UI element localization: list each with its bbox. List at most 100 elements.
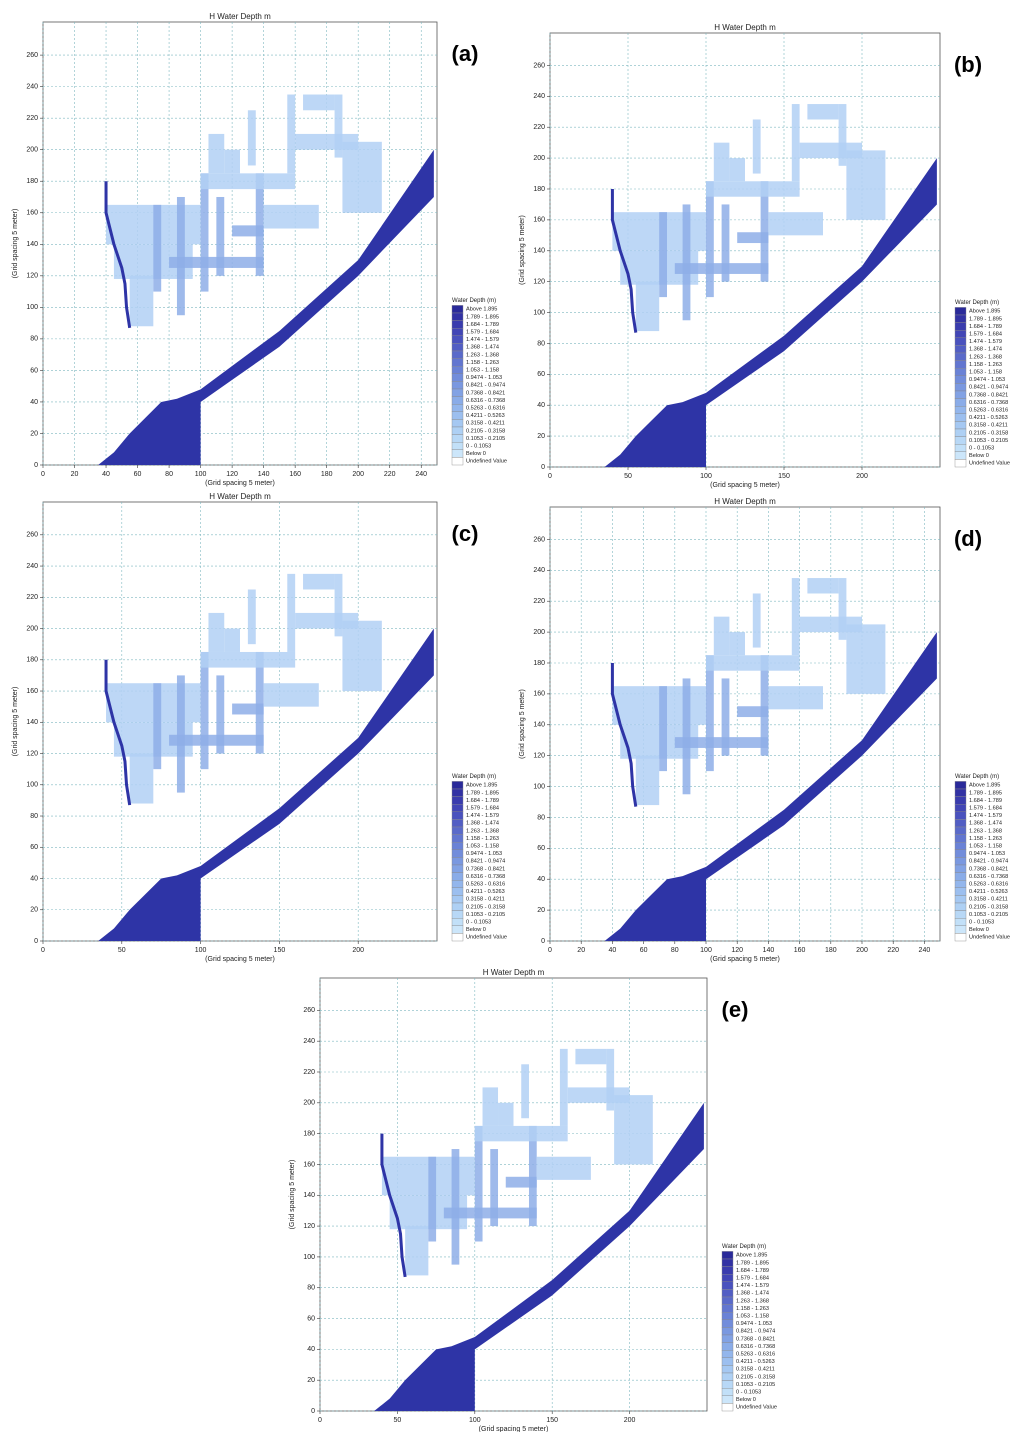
flood-area [567, 1087, 630, 1103]
river-channel [104, 659, 132, 806]
panel-title: H Water Depth m [209, 492, 271, 501]
legend-label: 1.053 - 1.158 [466, 367, 499, 373]
legend-label: 1.263 - 1.368 [969, 354, 1002, 360]
y-tick-label: 240 [533, 567, 545, 574]
x-tick-label: 150 [546, 1417, 558, 1424]
legend-label: 0.2105 - 0.3158 [969, 430, 1008, 436]
legend-swatch [954, 933, 967, 942]
legend-label: 0.2105 - 0.3158 [736, 1374, 775, 1380]
legend-label: 1.789 - 1.895 [466, 790, 499, 796]
x-tick-label: 50 [394, 1417, 402, 1424]
flood-area [200, 651, 209, 770]
legend-swatch [954, 880, 967, 889]
y-tick-label: 0 [34, 938, 38, 945]
legend-label: 1.053 - 1.158 [466, 843, 499, 849]
y-tick-label: 60 [537, 371, 545, 378]
legend-label: 1.474 - 1.579 [969, 813, 1002, 819]
legend-label: 1.579 - 1.684 [969, 331, 1002, 337]
legend-swatch [451, 933, 464, 942]
legend-swatch [954, 796, 967, 805]
flood-area [224, 149, 240, 174]
flood-area [791, 578, 800, 656]
y-tick-label: 160 [26, 210, 38, 217]
flood-area [342, 620, 382, 692]
y-tick-label: 20 [30, 907, 38, 914]
y-axis-label: (Grid spacing 5 meter) [519, 215, 526, 285]
flood-area [200, 173, 209, 292]
legend-label: Below 0 [466, 927, 486, 933]
flood-area [490, 1149, 499, 1227]
legend-label: 1.053 - 1.158 [969, 843, 1002, 849]
legend-swatch [451, 864, 464, 873]
legend-label: 0.9474 - 1.053 [969, 377, 1005, 383]
x-tick-label: 40 [102, 471, 110, 478]
y-tick-label: 200 [533, 155, 545, 162]
legend-label: 1.053 - 1.158 [969, 369, 1002, 375]
y-tick-label: 40 [537, 402, 545, 409]
legend-title: Water Depth (m) [722, 1244, 766, 1250]
legend-label: 1.684 - 1.789 [969, 798, 1002, 804]
legend-swatch [451, 781, 464, 790]
y-tick-label: 20 [537, 433, 545, 440]
y-tick-label: 60 [537, 845, 545, 852]
y-tick-label: 160 [26, 688, 38, 695]
x-tick-label: 120 [731, 947, 743, 954]
flood-area [451, 1149, 460, 1265]
legend-swatch [451, 880, 464, 889]
flood-area [303, 573, 335, 590]
flood-area [521, 1064, 529, 1119]
y-tick-label: 80 [30, 336, 38, 343]
flood-area [559, 1048, 568, 1126]
legend-label: 1.368 - 1.474 [466, 345, 499, 351]
legend-label: 0.7368 - 0.8421 [969, 866, 1008, 872]
legend-label: 1.158 - 1.263 [466, 360, 499, 366]
y-tick-label: 240 [26, 83, 38, 90]
x-axis-label: (Grid spacing 5 meter) [205, 480, 275, 487]
y-tick-label: 140 [533, 248, 545, 255]
legend-label: 0.4211 - 0.5263 [466, 889, 505, 895]
legend-swatch [451, 404, 464, 413]
legend-label: 1.263 - 1.368 [969, 828, 1002, 834]
legend-swatch [954, 436, 967, 445]
y-tick-label: 260 [26, 52, 38, 59]
flood-area [334, 94, 343, 158]
legend-swatch [451, 925, 464, 934]
legend-swatch [451, 305, 464, 314]
legend-label: 0.9474 - 1.053 [466, 851, 502, 857]
legend-swatch [451, 419, 464, 428]
legend-swatch [721, 1273, 734, 1282]
x-tick-label: 200 [352, 947, 364, 954]
legend-swatch [451, 826, 464, 835]
legend-swatch [451, 350, 464, 359]
legend-swatch [451, 449, 464, 458]
legend-title: Water Depth (m) [955, 774, 999, 780]
flood-area [752, 119, 761, 174]
legend-swatch [954, 811, 967, 820]
legend-label: 0.4211 - 0.5263 [969, 415, 1008, 421]
legend-label: Above 1.895 [969, 783, 1000, 789]
flood-area [528, 1125, 537, 1227]
x-tick-label: 20 [71, 471, 79, 478]
y-tick-label: 120 [303, 1223, 315, 1230]
flood-area [247, 589, 256, 645]
sea-area [98, 149, 434, 465]
x-tick-label: 120 [226, 471, 238, 478]
y-tick-label: 0 [34, 462, 38, 469]
legend-swatch [954, 375, 967, 384]
legend-label: 1.579 - 1.684 [466, 805, 499, 811]
legend-swatch [954, 895, 967, 904]
flood-area [287, 94, 296, 174]
legend-label: 1.368 - 1.474 [736, 1291, 769, 1297]
flood-area [791, 104, 800, 182]
legend-swatch [954, 872, 967, 881]
legend-label: 0.1053 - 0.2105 [466, 436, 505, 442]
legend-label: 1.789 - 1.895 [736, 1260, 769, 1266]
legend-label: 1.684 - 1.789 [466, 798, 499, 804]
legend-label: 0 - 0.1053 [969, 919, 994, 925]
legend-swatch [954, 925, 967, 934]
legend-label: 0.5263 - 0.6316 [466, 881, 505, 887]
legend-swatch [451, 373, 464, 382]
legend-swatch [721, 1289, 734, 1298]
legend-label: Undefined Value [969, 935, 1010, 941]
